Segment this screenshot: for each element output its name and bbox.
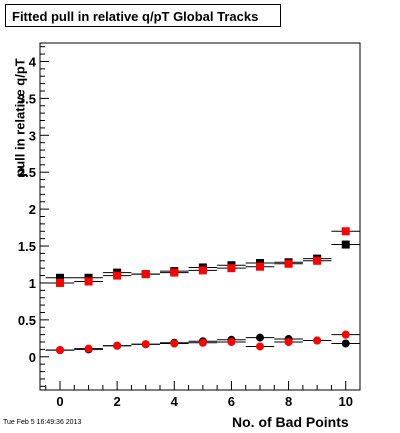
x-tick-label: 2 bbox=[114, 394, 121, 409]
data-point-square bbox=[84, 277, 93, 286]
y-axis-label: pull in relative q/pT bbox=[12, 58, 28, 177]
data-point-circle bbox=[256, 333, 264, 342]
chart-title-box: Fitted pull in relative q/pT Global Trac… bbox=[5, 4, 281, 27]
y-tick-label: 4 bbox=[29, 54, 37, 69]
data-point-circle bbox=[341, 339, 350, 348]
data-point-square bbox=[198, 266, 207, 275]
data-markers bbox=[45, 227, 360, 355]
x-tick-label: 10 bbox=[338, 394, 352, 409]
y-tick-label: 0.5 bbox=[18, 313, 36, 328]
y-tick-label: 1 bbox=[29, 276, 36, 291]
data-point-circle bbox=[84, 344, 93, 353]
data-point-circle bbox=[284, 338, 293, 347]
data-point-square bbox=[313, 256, 322, 265]
data-point-square bbox=[284, 259, 293, 268]
data-point-square bbox=[341, 227, 350, 236]
data-point-square bbox=[141, 270, 150, 279]
data-point-circle bbox=[227, 338, 236, 347]
chart-title: Fitted pull in relative q/pT Global Trac… bbox=[12, 9, 259, 24]
data-point-square bbox=[113, 271, 122, 280]
data-point-square bbox=[341, 240, 350, 249]
x-tick-label: 8 bbox=[285, 394, 292, 409]
data-point-circle bbox=[341, 330, 350, 339]
x-tick-label: 0 bbox=[56, 394, 63, 409]
data-point-circle bbox=[56, 346, 64, 355]
data-point-circle bbox=[113, 341, 122, 350]
data-point-square bbox=[56, 273, 64, 282]
series-4 bbox=[45, 330, 360, 355]
series-2 bbox=[45, 227, 360, 287]
data-point-square bbox=[56, 278, 64, 287]
data-point-square bbox=[256, 262, 264, 271]
data-point-circle bbox=[170, 339, 179, 348]
timestamp: Tue Feb 5 16:49:36 2013 bbox=[3, 419, 82, 426]
data-point-circle bbox=[198, 338, 207, 347]
y-tick-label: 0 bbox=[29, 350, 36, 365]
y-tick-label: 2.5 bbox=[18, 165, 36, 180]
data-point-circle bbox=[256, 342, 264, 351]
data-point-circle bbox=[141, 340, 150, 349]
y-tick-label: 1.5 bbox=[18, 239, 36, 254]
data-point-square bbox=[227, 264, 236, 273]
y-tick-label: 3.5 bbox=[18, 91, 36, 106]
axes: 0 0.5 1 1.5 2 2.5 3 3.5 4 0 2 4 6 8 10 bbox=[18, 42, 361, 409]
y-tick-label: 3 bbox=[29, 128, 36, 143]
data-point-square bbox=[170, 268, 179, 277]
x-tick-label: 6 bbox=[228, 394, 235, 409]
plot-frame bbox=[39, 42, 361, 391]
x-tick-label: 4 bbox=[171, 394, 179, 409]
y-tick-label: 2 bbox=[29, 202, 36, 217]
data-point-circle bbox=[313, 336, 322, 345]
x-axis-label: No. of Bad Points bbox=[232, 414, 349, 430]
